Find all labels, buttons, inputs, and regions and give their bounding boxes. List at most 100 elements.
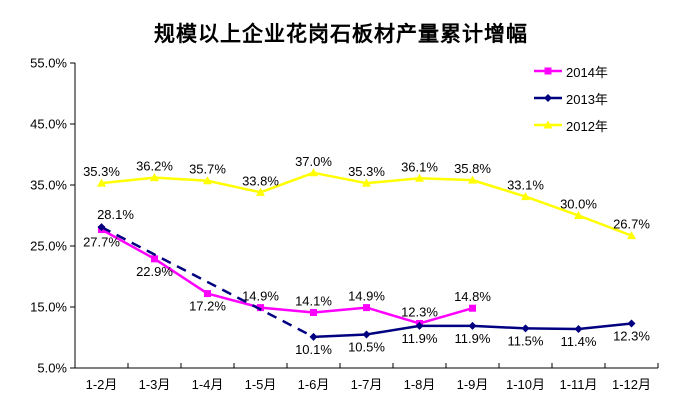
y-tick-label: 55.0% [30, 56, 67, 71]
marker-square [363, 304, 370, 312]
legend-item-2013年: 2013年 [534, 91, 608, 107]
x-axis-label: 1-5月 [245, 377, 277, 392]
legend-label: 2012年 [566, 118, 608, 134]
series-labels-2013年: 28.1% 10.1% 10.5% 11.9% 11.9% 11.5% 11.4% 12.3% [97, 207, 650, 357]
marker-triangle [203, 176, 212, 185]
marker-square [257, 304, 264, 312]
data-label: 12.3% [401, 304, 438, 319]
data-label: 14.9% [348, 289, 385, 304]
x-axis-label: 1-11月 [559, 377, 597, 392]
y-tick-label: 35.0% [30, 178, 67, 193]
data-label: 14.1% [295, 293, 332, 308]
data-label: 26.7% [613, 217, 650, 232]
y-axis: 55.0% 45.0% 35.0% 25.0% 15.0% 5.0% [30, 56, 76, 376]
data-label: 33.1% [507, 178, 544, 193]
marker-triangle [150, 173, 159, 182]
x-axis: 1-2月 1-3月 1-4月 1-5月 1-6月 1-7月 1-8月 1-9月 1-10月 1-1… [75, 363, 659, 392]
marker-square [151, 255, 158, 263]
marker-triangle [468, 175, 477, 184]
series-segment [472, 324, 526, 330]
marker-diamond [97, 223, 106, 232]
data-label: 12.3% [613, 328, 650, 343]
marker-diamond [521, 324, 530, 333]
marker-diamond [468, 321, 477, 330]
legend-item-2012年: 2012年 [534, 118, 608, 134]
series-segment [366, 324, 420, 336]
marker-triangle [543, 120, 553, 129]
x-axis-label: 1-6月 [298, 377, 330, 392]
data-label: 14.9% [242, 289, 279, 304]
marker-triangle [627, 231, 636, 240]
chart-title: 规模以上企业花岗石板材产量累计增幅 [154, 23, 528, 46]
data-label: 22.9% [136, 264, 173, 279]
legend-marker [534, 120, 562, 129]
data-label: 30.0% [560, 197, 597, 212]
data-label: 35.3% [348, 164, 385, 179]
series-segment [207, 292, 261, 309]
series-segment [260, 306, 314, 314]
series-2013年 [97, 223, 636, 341]
data-label: 35.7% [189, 162, 226, 177]
series-segment [100, 228, 156, 260]
series-segment [366, 306, 420, 325]
data-label: 35.3% [83, 164, 120, 179]
series-labels-2014年: 27.7% 22.9% 17.2% 14.9% 14.1% 14.9% 12.3% 14.8% [83, 235, 491, 320]
legend-label: 2013年 [566, 91, 608, 107]
series-gap-segment [100, 225, 315, 338]
series-segment [525, 327, 579, 331]
marker-triangle [309, 168, 318, 177]
data-label: 28.1% [97, 207, 134, 222]
y-tick-label: 15.0% [30, 300, 67, 315]
series-labels-2012年: 35.3% 36.2% 35.7% 33.8% 37.0% 35.3% 36.1% 35.8%… [83, 154, 650, 232]
legend-item-2014年: 2014年 [534, 64, 608, 80]
marker-triangle [574, 211, 583, 219]
series-segment [153, 257, 209, 295]
marker-triangle [362, 178, 371, 187]
series-segment [313, 171, 367, 185]
x-axis-label: 1-10月 [506, 377, 545, 392]
series-segment [207, 179, 261, 194]
series-segment [578, 322, 632, 331]
marker-diamond [362, 330, 371, 339]
data-label: 36.2% [136, 159, 173, 174]
legend-label: 2014年 [566, 64, 608, 80]
data-label: 35.8% [454, 161, 491, 176]
data-label: 10.1% [295, 342, 332, 357]
x-axis-label: 1-3月 [139, 377, 171, 392]
x-axis-label: 1-12月 [612, 377, 651, 392]
series-segment [525, 195, 579, 217]
marker-triangle [256, 187, 265, 196]
data-label: 14.8% [454, 289, 491, 304]
data-label: 10.5% [348, 339, 385, 354]
marker-diamond [627, 319, 636, 328]
series-segment [472, 178, 526, 198]
series-segment [313, 306, 367, 314]
series-2012年 [97, 168, 636, 240]
data-label: 11.9% [402, 331, 438, 346]
x-axis-label: 1-9月 [457, 377, 489, 392]
data-label: 33.8% [242, 173, 279, 188]
marker-triangle [521, 192, 530, 201]
data-label: 11.4% [561, 334, 597, 349]
data-label: 11.9% [455, 331, 491, 346]
series-segment [101, 176, 155, 185]
marker-diamond [544, 94, 552, 102]
marker-square [544, 67, 552, 75]
y-tick-label: 25.0% [30, 239, 67, 254]
series-segment [578, 214, 632, 237]
marker-triangle [97, 178, 106, 187]
x-axis-label: 1-2月 [86, 377, 118, 392]
y-tick-label: 45.0% [30, 117, 67, 132]
chart-legend: 2014年 2013年 2012年 [534, 64, 608, 134]
legend-marker [534, 67, 562, 75]
marker-diamond [309, 332, 318, 341]
x-axis-label: 1-4月 [192, 377, 224, 392]
series-segment [154, 176, 208, 182]
x-axis-label: 1-7月 [351, 377, 383, 392]
series-segment [313, 333, 367, 339]
series-segment [366, 177, 420, 185]
data-label: 37.0% [295, 154, 332, 169]
data-label: 27.7% [83, 235, 120, 250]
y-tick-label: 5.0% [37, 361, 67, 376]
